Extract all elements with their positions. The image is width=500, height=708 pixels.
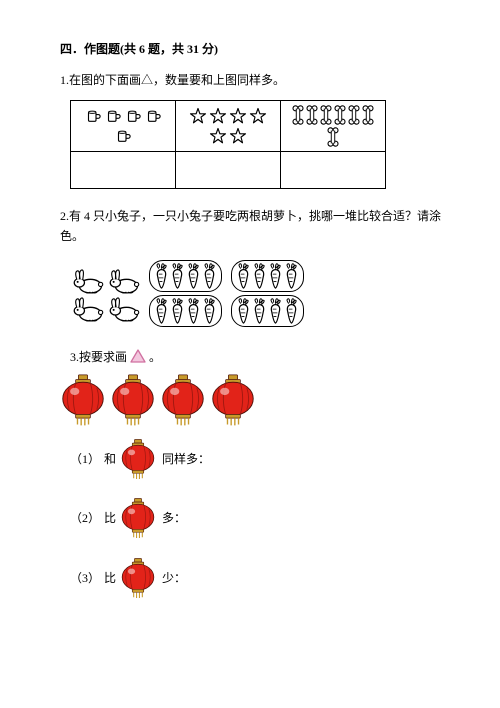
cup-icon: [104, 107, 122, 125]
page: 四．作图题(共 6 题，共 31 分) 1.在图的下面画△，数量要和上图同样多。: [0, 0, 500, 636]
q3-prefix: 3.按要求画: [70, 350, 127, 364]
star-icon: [229, 127, 247, 145]
q3-suffix: 。: [149, 350, 161, 364]
q1-answer-cell-2: [176, 152, 281, 189]
subq-after: 少：: [162, 569, 186, 588]
bone-icon: [292, 105, 304, 125]
q1-cell-cups: [71, 101, 176, 152]
carrot-icon: [202, 298, 217, 324]
carrot-icon: [170, 298, 185, 324]
q1-answer-cell-1: [71, 152, 176, 189]
rabbit-icon: [70, 267, 104, 295]
q1-cell-stars: [176, 101, 281, 152]
q3-text-row: 3.按要求画 。: [70, 348, 450, 367]
bone-icon: [362, 105, 374, 125]
cup-icon: [114, 127, 132, 145]
bone-icon: [334, 105, 346, 125]
lantern-icon: [120, 497, 156, 540]
carrot-icon: [154, 298, 169, 324]
q2-text: 2.有 4 只小兔子，一只小兔子要吃两根胡萝卜，挑哪一堆比较合适？请涂色。: [60, 207, 450, 245]
q1-table: [70, 100, 386, 189]
carrot-icon: [170, 263, 185, 289]
lantern-icon: [120, 557, 156, 600]
lantern-icon: [120, 438, 156, 481]
star-icon: [249, 107, 267, 125]
subq-before: 和: [104, 450, 116, 469]
carrot-group: [149, 295, 222, 327]
bone-icon: [327, 127, 339, 147]
q1-text: 1.在图的下面画△，数量要和上图同样多。: [60, 71, 450, 90]
q3-sub-2: （2）比 多：: [70, 497, 450, 540]
carrot-icon: [202, 263, 217, 289]
q3-example-lanterns: [60, 373, 450, 428]
carrot-icon: [268, 263, 283, 289]
rabbit-icon: [70, 295, 104, 323]
q1-cell-bones: [281, 101, 386, 152]
lantern-icon: [160, 373, 206, 428]
subq-num: （1）: [70, 450, 100, 469]
q1-answer-cell-3: [281, 152, 386, 189]
subq-num: （2）: [70, 509, 100, 528]
carrot-icon: [268, 298, 283, 324]
lantern-icon: [210, 373, 256, 428]
carrot-group: [231, 295, 304, 327]
carrot-icon: [236, 263, 251, 289]
carrot-icon: [252, 263, 267, 289]
carrot-group: [231, 260, 304, 292]
subq-before: 比: [104, 509, 116, 528]
cup-icon: [144, 107, 162, 125]
q3-sub-1: （1）和 同样多：: [70, 438, 450, 481]
cup-icon: [84, 107, 102, 125]
rabbit-icon: [106, 295, 140, 323]
lantern-icon: [110, 373, 156, 428]
carrot-group: [149, 260, 222, 292]
star-icon: [209, 107, 227, 125]
q2-figure: [70, 260, 304, 330]
triangle-icon: [130, 350, 146, 364]
bone-icon: [348, 105, 360, 125]
carrot-icon: [252, 298, 267, 324]
star-icon: [189, 107, 207, 125]
bone-icon: [306, 105, 318, 125]
section-header: 四．作图题(共 6 题，共 31 分): [60, 40, 450, 59]
subq-before: 比: [104, 569, 116, 588]
subq-after: 同样多：: [162, 450, 210, 469]
rabbit-icon: [106, 267, 140, 295]
carrot-icon: [284, 263, 299, 289]
subq-after: 多：: [162, 509, 186, 528]
subq-num: （3）: [70, 569, 100, 588]
carrot-icon: [284, 298, 299, 324]
carrot-icon: [236, 298, 251, 324]
star-icon: [209, 127, 227, 145]
bone-icon: [320, 105, 332, 125]
cup-icon: [124, 107, 142, 125]
carrot-icon: [154, 263, 169, 289]
carrot-icon: [186, 298, 201, 324]
lantern-icon: [60, 373, 106, 428]
q3-sub-3: （3）比 少：: [70, 557, 450, 600]
star-icon: [229, 107, 247, 125]
carrot-icon: [186, 263, 201, 289]
